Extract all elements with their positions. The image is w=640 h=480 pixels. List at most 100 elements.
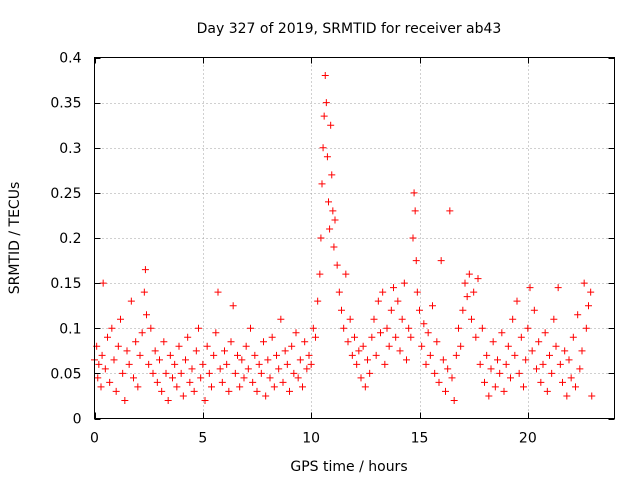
data-point: [156, 356, 163, 364]
data-point: [474, 275, 482, 283]
x-tick-label: 10: [302, 431, 320, 447]
data-point: [526, 284, 534, 292]
data-point: [182, 356, 189, 364]
data-point: [500, 387, 508, 395]
data-point: [340, 324, 348, 332]
data-point: [403, 356, 410, 364]
data-point: [317, 234, 325, 242]
y-tick-label: 0: [73, 412, 82, 428]
data-point: [319, 144, 327, 152]
data-point: [435, 378, 443, 386]
data-point: [123, 347, 131, 355]
data-point: [249, 378, 257, 386]
data-point: [515, 369, 523, 377]
data-point: [548, 369, 556, 377]
data-point: [385, 342, 393, 350]
data-point: [312, 333, 319, 341]
data-point: [539, 360, 547, 368]
data-point: [255, 360, 263, 368]
data-point: [478, 324, 486, 332]
data-point: [281, 347, 289, 355]
data-point: [588, 392, 596, 400]
data-point: [483, 351, 491, 359]
data-point: [565, 356, 573, 364]
data-point: [199, 360, 207, 368]
data-point: [412, 257, 420, 265]
data-point: [162, 369, 170, 377]
data-point: [114, 342, 122, 350]
data-point: [177, 369, 185, 377]
data-point: [290, 369, 298, 377]
data-point: [328, 171, 336, 179]
data-point: [381, 360, 389, 368]
data-point: [260, 338, 267, 346]
data-point: [214, 288, 222, 296]
data-point: [149, 369, 157, 377]
data-point: [119, 369, 127, 377]
data-point: [383, 324, 391, 332]
data-point: [125, 360, 133, 368]
data-point: [426, 351, 434, 359]
data-point: [335, 288, 343, 296]
data-point: [192, 347, 200, 355]
data-point: [283, 360, 291, 368]
data-point: [134, 383, 142, 391]
x-axis-label: GPS time / hours: [290, 459, 407, 475]
data-point: [572, 383, 579, 391]
data-point: [459, 306, 467, 314]
data-point: [169, 374, 176, 382]
y-tick-label: 0.2: [59, 231, 81, 247]
chart-title: Day 327 of 2019, SRMTID for receiver ab4…: [197, 21, 502, 37]
y-tick-label: 0.4: [59, 51, 81, 67]
data-point: [530, 306, 538, 314]
data-point: [299, 383, 306, 391]
data-point: [266, 374, 274, 382]
data-point: [552, 342, 560, 350]
data-point: [416, 306, 423, 314]
data-point: [450, 396, 458, 404]
data-point: [244, 365, 252, 373]
data-point: [132, 338, 140, 346]
data-point: [184, 333, 192, 341]
data-point: [305, 351, 313, 359]
data-point: [147, 324, 155, 332]
data-point: [424, 329, 432, 337]
y-tick-label: 0.3: [59, 141, 81, 157]
data-point: [494, 356, 501, 364]
data-point: [240, 374, 248, 382]
data-point: [511, 351, 519, 359]
data-point: [326, 225, 334, 233]
data-point: [201, 396, 209, 404]
data-point: [357, 374, 365, 382]
data-point: [446, 207, 454, 215]
data-point: [330, 243, 338, 251]
data-point: [188, 365, 196, 373]
data-point: [585, 302, 592, 310]
data-point: [327, 121, 335, 129]
data-point: [556, 360, 564, 368]
y-tick-label: 0.25: [50, 186, 81, 202]
data-point: [444, 365, 452, 373]
data-point: [437, 257, 445, 265]
data-point: [314, 297, 322, 305]
data-point: [108, 324, 116, 332]
data-point: [409, 234, 417, 242]
data-point: [455, 324, 462, 332]
data-point: [106, 378, 114, 386]
data-point: [372, 351, 380, 359]
data-point: [396, 347, 404, 355]
data-point: [533, 365, 540, 373]
data-point: [186, 378, 194, 386]
x-tick-label: 20: [519, 431, 537, 447]
data-point: [296, 356, 304, 364]
x-tick-labels: 0 5 10 15 20: [90, 431, 537, 447]
data-point: [439, 356, 447, 364]
data-point: [164, 396, 172, 404]
data-point: [218, 378, 226, 386]
data-point: [485, 392, 493, 400]
data-point: [262, 392, 270, 400]
data-point: [470, 288, 478, 296]
data-point: [398, 315, 406, 323]
data-point: [422, 360, 430, 368]
